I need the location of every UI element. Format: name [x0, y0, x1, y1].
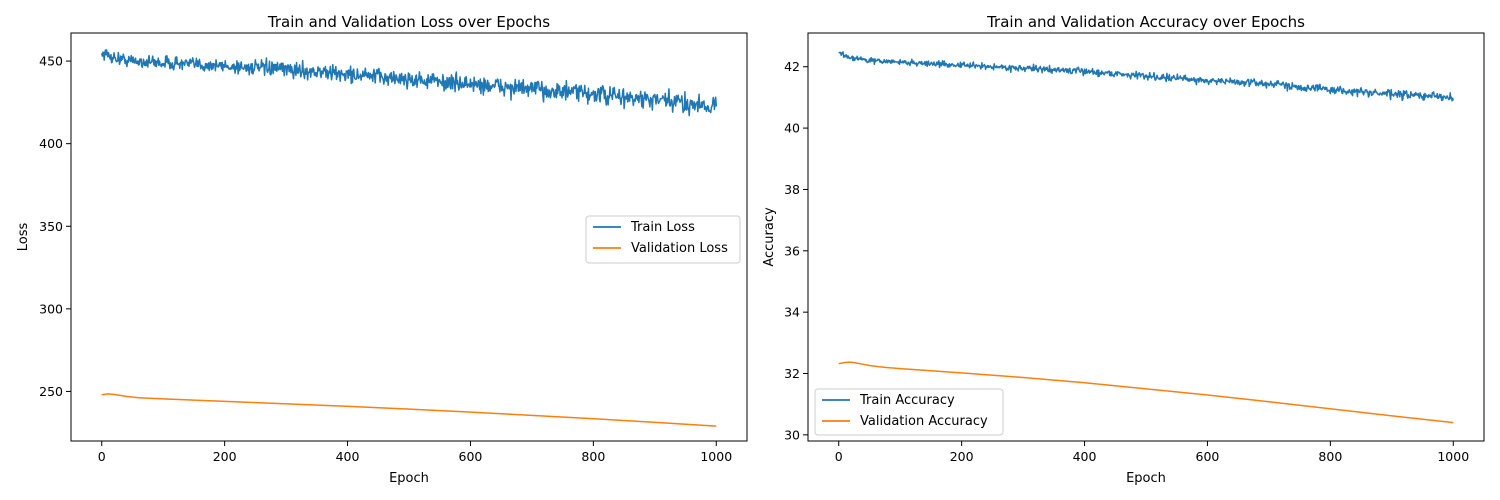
accuracy-series-line-train [838, 51, 1454, 102]
loss-x-tick-label: 400 [336, 449, 360, 464]
loss-chart-legend: Train Loss Validation Loss [585, 215, 741, 264]
loss-chart-title: Train and Validation Loss over Epochs [267, 13, 550, 31]
accuracy-chart-legend: Train Accuracy Validation Accuracy [814, 388, 1004, 436]
loss-y-tick-label: 350 [39, 219, 63, 234]
accuracy-x-tick-label: 600 [1196, 449, 1220, 464]
loss-x-tick-label: 1000 [700, 449, 732, 464]
accuracy-chart-y-label: Accuracy [762, 207, 777, 267]
accuracy-legend-label-validation: Validation Accuracy [860, 414, 988, 429]
accuracy-y-tick-label: 38 [784, 182, 800, 197]
loss-chart-lines [100, 49, 718, 427]
accuracy-y-tick-label: 32 [784, 366, 800, 381]
accuracy-chart-x-ticks: 0 200 400 600 800 1000 [835, 441, 1469, 464]
accuracy-x-tick-label: 200 [950, 449, 974, 464]
accuracy-chart-y-ticks: 30 32 34 36 38 40 42 [784, 59, 808, 442]
accuracy-chart-x-label: Epoch [1126, 471, 1166, 486]
accuracy-chart-title: Train and Validation Accuracy over Epoch… [986, 13, 1305, 31]
loss-y-tick-label: 250 [39, 384, 63, 399]
loss-legend-label-validation: Validation Loss [631, 241, 728, 256]
accuracy-y-tick-label: 36 [784, 243, 800, 258]
loss-x-tick-label: 0 [98, 449, 106, 464]
accuracy-y-tick-label: 40 [784, 121, 800, 136]
accuracy-legend-box [814, 388, 1004, 436]
loss-legend-box [585, 215, 741, 264]
accuracy-y-tick-label: 42 [784, 59, 800, 74]
loss-legend-label-train: Train Loss [630, 220, 695, 235]
loss-chart-y-label: Loss [16, 223, 31, 252]
loss-series-line-validation [101, 393, 717, 427]
accuracy-chart-panel: Train and Validation Accuracy over Epoch… [762, 13, 1485, 486]
accuracy-legend-label-train: Train Accuracy [859, 393, 955, 408]
loss-y-tick-label: 400 [39, 136, 63, 151]
loss-chart-panel: Train and Validation Loss over Epochs 0 2… [16, 13, 748, 486]
loss-x-tick-label: 800 [581, 449, 605, 464]
loss-x-tick-label: 600 [459, 449, 483, 464]
accuracy-x-tick-label: 800 [1318, 449, 1342, 464]
loss-chart-y-ticks: 250 300 350 400 450 [39, 54, 71, 399]
accuracy-y-tick-label: 30 [784, 427, 800, 442]
loss-chart-x-ticks: 0 200 400 600 800 1000 [98, 441, 732, 464]
accuracy-x-tick-label: 400 [1073, 449, 1097, 464]
loss-series-line-train [100, 49, 718, 117]
loss-y-tick-label: 300 [39, 301, 63, 316]
loss-chart-plot-area [70, 32, 748, 442]
accuracy-chart-plot-area [807, 32, 1485, 442]
loss-y-tick-label: 450 [39, 54, 63, 69]
accuracy-chart-lines [838, 51, 1454, 424]
accuracy-series-line-validation [838, 361, 1454, 424]
accuracy-x-tick-label: 0 [835, 449, 843, 464]
accuracy-y-tick-label: 34 [784, 305, 800, 320]
accuracy-x-tick-label: 1000 [1437, 449, 1469, 464]
loss-chart-x-label: Epoch [389, 471, 429, 486]
loss-x-tick-label: 200 [213, 449, 237, 464]
